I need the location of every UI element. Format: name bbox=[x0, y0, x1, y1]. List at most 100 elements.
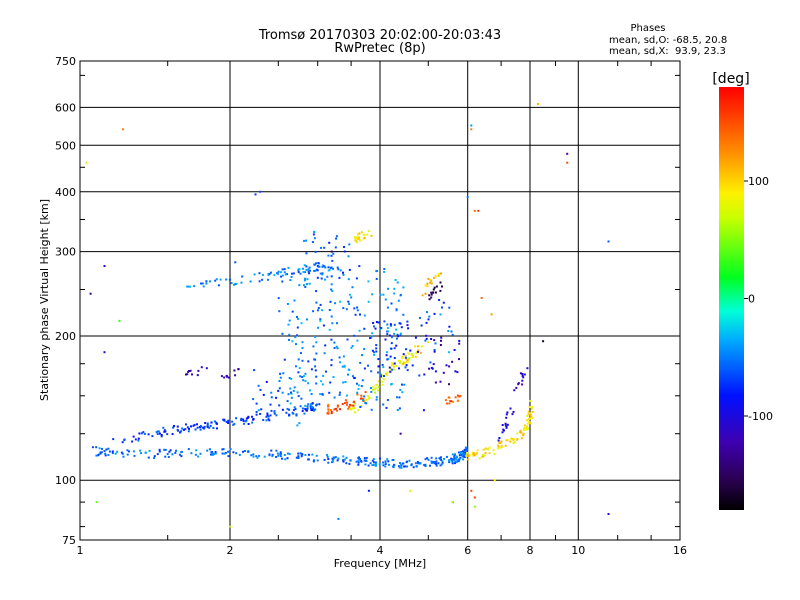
echo-point bbox=[139, 449, 142, 452]
echo-point bbox=[386, 371, 389, 374]
echo-point bbox=[184, 428, 187, 431]
echo-point bbox=[505, 425, 508, 428]
echo-point bbox=[308, 453, 310, 456]
echo-point bbox=[225, 420, 228, 423]
echo-point bbox=[277, 270, 280, 273]
echo-point bbox=[347, 255, 350, 258]
echo-point bbox=[343, 458, 346, 461]
echo-point bbox=[531, 405, 534, 408]
echo-point bbox=[107, 447, 110, 450]
echo-point bbox=[509, 440, 512, 443]
echo-point bbox=[287, 266, 290, 269]
echo-point bbox=[356, 339, 359, 342]
echo-point bbox=[197, 369, 200, 372]
echo-point bbox=[371, 464, 374, 467]
echo-point bbox=[227, 376, 230, 379]
echo-point bbox=[393, 463, 395, 466]
echo-point bbox=[448, 306, 451, 309]
echo-point bbox=[316, 403, 318, 406]
echo-point bbox=[425, 321, 428, 324]
echo-point bbox=[214, 451, 217, 453]
echo-point bbox=[406, 460, 409, 463]
echo-point bbox=[283, 454, 286, 456]
echo-point bbox=[438, 457, 441, 460]
echo-point bbox=[309, 403, 312, 406]
echo-point bbox=[466, 196, 469, 198]
echo-point bbox=[199, 426, 202, 429]
echo-point bbox=[441, 461, 444, 464]
echo-point bbox=[345, 462, 348, 465]
echo-point bbox=[406, 359, 409, 362]
echo-point bbox=[456, 371, 459, 374]
echo-point bbox=[402, 353, 405, 356]
echo-point bbox=[455, 458, 458, 461]
echo-point bbox=[349, 403, 352, 406]
echo-point bbox=[522, 433, 525, 436]
echo-point bbox=[441, 285, 443, 288]
y-tick-label: 400 bbox=[55, 186, 76, 199]
echo-point bbox=[441, 306, 443, 309]
echo-point bbox=[424, 292, 427, 295]
echo-point bbox=[99, 452, 102, 455]
echo-point bbox=[288, 452, 291, 455]
echo-point bbox=[411, 356, 414, 358]
echo-point bbox=[530, 407, 533, 410]
echo-point bbox=[252, 455, 255, 458]
echo-point bbox=[371, 349, 374, 352]
echo-point bbox=[193, 423, 196, 426]
echo-point bbox=[387, 460, 390, 463]
echo-point bbox=[393, 323, 396, 326]
echo-point bbox=[438, 299, 441, 301]
echo-point bbox=[206, 449, 209, 452]
echo-point bbox=[392, 459, 395, 461]
echo-point bbox=[459, 452, 462, 455]
echo-point bbox=[337, 268, 340, 271]
echo-point bbox=[424, 458, 427, 461]
echo-point bbox=[205, 282, 208, 285]
echo-point bbox=[384, 465, 387, 468]
echo-point bbox=[385, 354, 388, 357]
echo-point bbox=[393, 357, 396, 359]
echo-point bbox=[312, 233, 315, 236]
echo-point bbox=[296, 334, 298, 337]
echo-point bbox=[453, 455, 456, 458]
echo-point bbox=[330, 315, 333, 318]
echo-point bbox=[430, 282, 433, 285]
echo-point bbox=[303, 284, 305, 287]
echo-point bbox=[458, 458, 461, 461]
echo-point bbox=[368, 397, 371, 399]
echo-point bbox=[372, 322, 375, 324]
echo-point bbox=[419, 316, 421, 319]
echo-point bbox=[360, 397, 363, 400]
echo-point bbox=[380, 327, 383, 329]
echo-point bbox=[314, 358, 317, 361]
echo-point bbox=[498, 437, 501, 439]
echo-point bbox=[101, 447, 103, 450]
echo-point bbox=[305, 265, 308, 268]
echo-point bbox=[427, 458, 430, 461]
echo-point bbox=[393, 287, 396, 290]
echo-point bbox=[158, 448, 161, 451]
echo-point bbox=[418, 374, 421, 377]
echo-point bbox=[439, 289, 442, 292]
echo-point bbox=[289, 279, 292, 282]
echo-point bbox=[224, 451, 227, 454]
echo-point bbox=[187, 430, 190, 433]
echo-point bbox=[176, 425, 179, 428]
echo-point bbox=[451, 360, 454, 363]
echo-point bbox=[521, 383, 524, 386]
echo-point bbox=[430, 293, 433, 296]
echo-point bbox=[91, 446, 94, 449]
echo-point bbox=[234, 261, 237, 264]
echo-point bbox=[315, 290, 318, 293]
echo-point bbox=[255, 413, 258, 416]
echo-point bbox=[105, 448, 108, 451]
echo-point bbox=[294, 408, 297, 410]
echo-point bbox=[300, 455, 303, 458]
echo-point bbox=[377, 389, 379, 392]
echo-point bbox=[515, 386, 518, 389]
echo-point bbox=[249, 280, 252, 283]
echo-point bbox=[330, 283, 333, 286]
echo-point bbox=[402, 462, 405, 465]
echo-point bbox=[267, 418, 270, 421]
